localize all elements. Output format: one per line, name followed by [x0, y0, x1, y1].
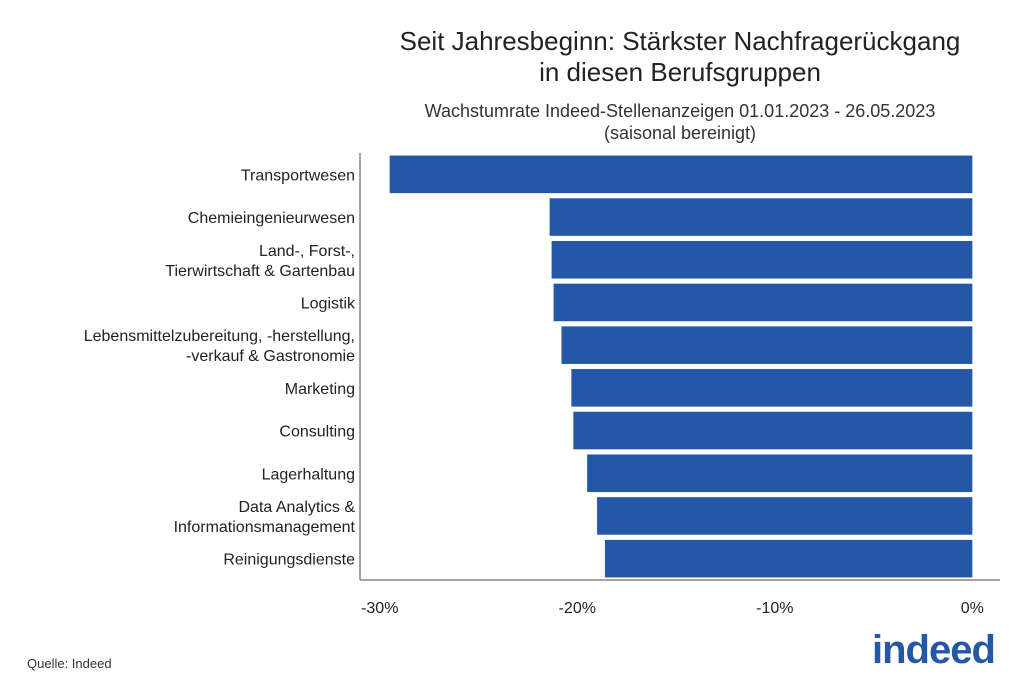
bar: [597, 497, 973, 535]
chart-subtitle: Wachstumrate Indeed-Stellenanzeigen 01.0…: [340, 100, 1020, 144]
bar: [573, 411, 973, 450]
source-note: Quelle: Indeed: [27, 656, 112, 671]
x-tick-label: -30%: [361, 600, 398, 617]
bar: [587, 454, 973, 493]
bar: [561, 326, 973, 364]
bar: [549, 198, 973, 236]
x-tick-label: -20%: [559, 600, 596, 617]
category-label: -verkauf & Gastronomie: [186, 348, 355, 365]
title-line: Seit Jahresbeginn: Stärkster Nachfragerü…: [399, 26, 961, 56]
category-label: Informationsmanagement: [174, 519, 356, 536]
category-label: Transportwesen: [241, 167, 355, 184]
bar: [551, 240, 973, 279]
indeed-logo: indeed: [872, 628, 996, 672]
subtitle-line: (saisonal bereinigt): [603, 123, 757, 143]
chart-title: Seit Jahresbeginn: Stärkster Nachfragerü…: [340, 26, 1020, 88]
category-label: Tierwirtschaft & Gartenbau: [165, 263, 355, 280]
category-label: Consulting: [279, 424, 355, 441]
category-label: Lagerhaltung: [262, 466, 355, 483]
category-label: Logistik: [301, 295, 356, 312]
category-label: Data Analytics &: [239, 499, 356, 516]
category-label: Land-, Forst-,: [259, 243, 355, 260]
title-line: in diesen Berufsgruppen: [539, 57, 821, 87]
bar: [553, 283, 973, 322]
category-label: Marketing: [285, 381, 355, 398]
category-label: Reinigungsdienste: [223, 552, 355, 569]
bar: [571, 369, 973, 407]
bar: [604, 539, 973, 578]
x-tick-label: 0%: [961, 600, 984, 617]
bar: [389, 155, 973, 194]
x-tick-label: -10%: [756, 600, 793, 617]
category-label: Lebensmittelzubereitung, -herstellung,: [84, 328, 355, 345]
category-label: Chemieingenieurwesen: [188, 210, 355, 227]
subtitle-line: Wachstumrate Indeed-Stellenanzeigen 01.0…: [424, 101, 936, 121]
